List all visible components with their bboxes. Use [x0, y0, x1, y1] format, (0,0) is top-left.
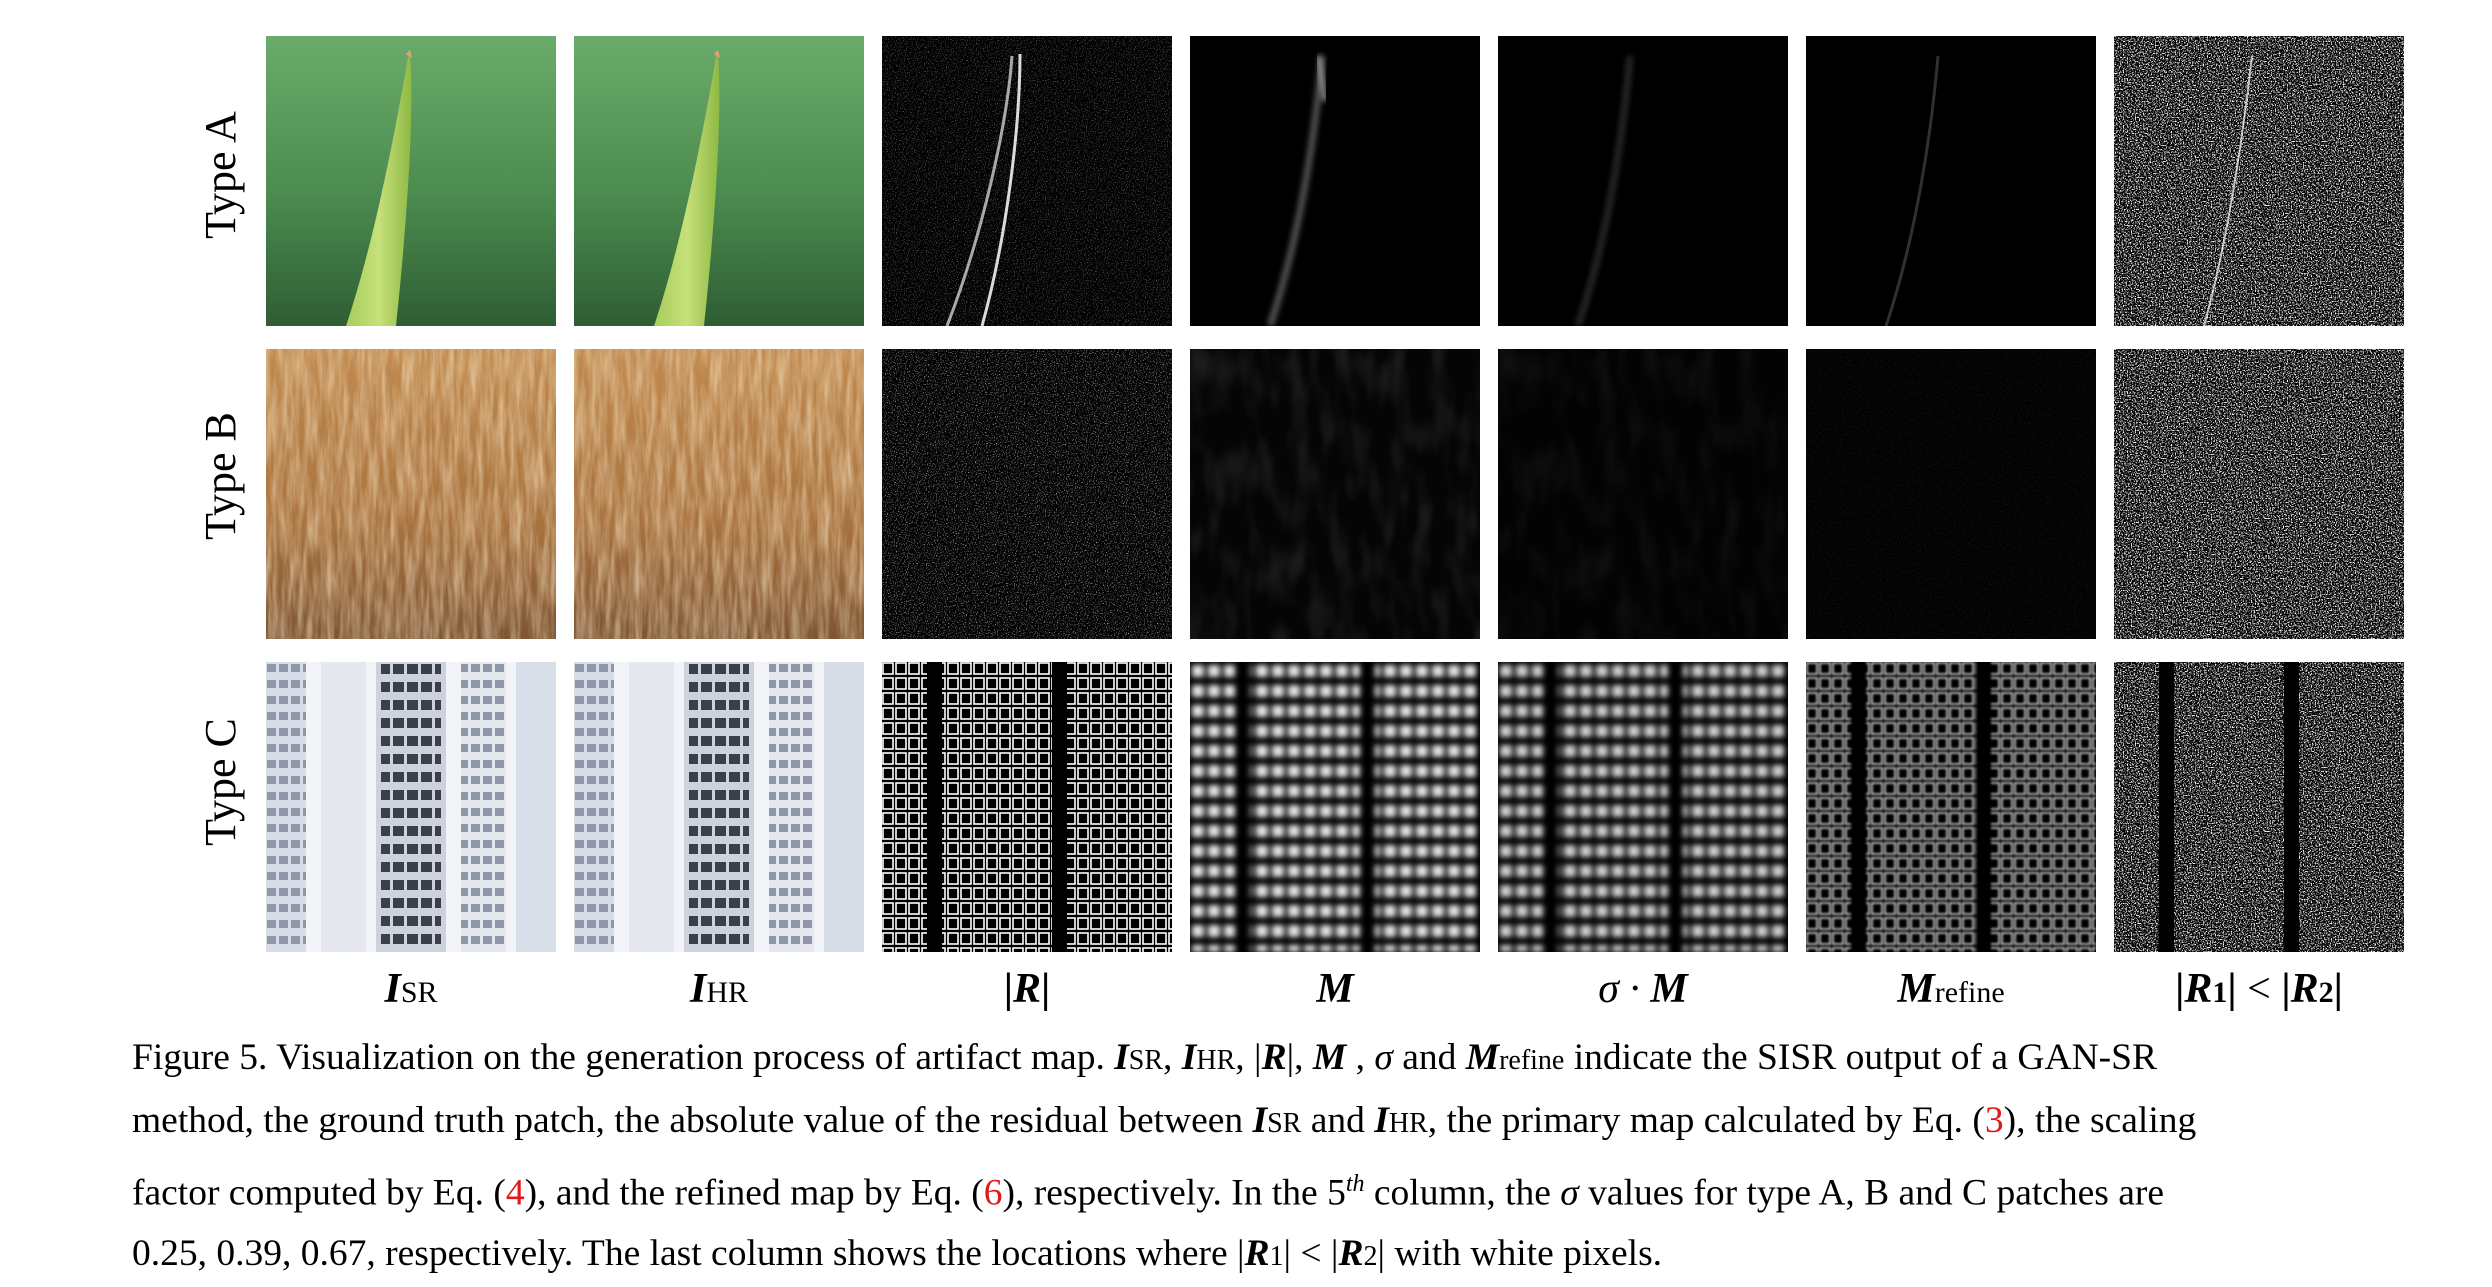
panel-c-r1-lt-r2	[2114, 662, 2404, 952]
panel-b-mrefine	[1806, 349, 2096, 639]
panel-c-m	[1190, 662, 1480, 952]
panel-c-ihr	[574, 662, 864, 952]
panel-c-sigma-m	[1498, 662, 1788, 952]
ref-eq-4[interactable]: 4	[505, 1172, 525, 1214]
panel-b-m	[1190, 349, 1480, 639]
col-label-sigma-m: σ · M	[1598, 966, 1688, 1012]
caption-line-1: Figure 5. Visualization on the generatio…	[132, 1037, 2158, 1078]
col-label-residual: |R|	[1003, 966, 1051, 1012]
panel-a-r1-lt-r2	[2114, 36, 2404, 326]
caption-line-4: 0.25, 0.39, 0.67, respectively. The last…	[132, 1232, 1663, 1274]
row-label-type-c: Type C	[195, 718, 245, 846]
ref-eq-3[interactable]: 3	[1984, 1100, 2004, 1141]
ref-eq-6[interactable]: 6	[983, 1172, 1003, 1214]
panel-a-m	[1190, 36, 1480, 326]
panel-b-isr	[266, 349, 556, 639]
panel-a-mrefine	[1806, 36, 2096, 326]
figure-caption: Figure 5. Visualization on the generatio…	[132, 1028, 2472, 1287]
col-label-r1-lt-r2: |R1| < |R2|	[2175, 966, 2343, 1012]
caption-line-3: factor computed by Eq. (4), and the refi…	[132, 1171, 2165, 1214]
panel-a-residual	[882, 36, 1172, 326]
panel-b-sigma-m	[1498, 349, 1788, 639]
panel-c-isr	[266, 662, 556, 952]
caption-line-2: method, the ground truth patch, the abso…	[132, 1100, 2197, 1141]
row-label-type-a: Type A	[195, 111, 245, 239]
panel-a-sigma-m	[1498, 36, 1788, 326]
panel-b-ihr	[574, 349, 864, 639]
panel-c-mrefine	[1806, 662, 2096, 952]
panel-a-ihr	[574, 36, 864, 326]
panel-c-residual	[882, 662, 1172, 952]
panel-b-residual	[882, 349, 1172, 639]
panel-a-isr	[266, 36, 556, 326]
col-label-m: M	[1316, 966, 1354, 1012]
panel-b-r1-lt-r2	[2114, 349, 2404, 639]
col-label-mrefine: Mrefine	[1897, 966, 2005, 1012]
row-label-type-b: Type B	[195, 412, 245, 540]
col-label-ihr: IHR	[689, 966, 749, 1012]
col-label-isr: ISR	[384, 966, 438, 1012]
